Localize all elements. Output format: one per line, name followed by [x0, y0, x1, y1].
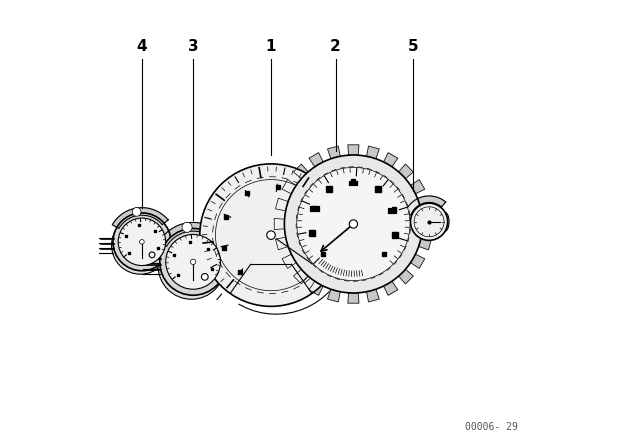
Polygon shape — [348, 145, 359, 155]
Polygon shape — [275, 237, 288, 250]
Text: 00006- 29: 00006- 29 — [465, 422, 518, 432]
Polygon shape — [405, 196, 445, 215]
Ellipse shape — [440, 212, 449, 232]
Circle shape — [160, 228, 227, 295]
Circle shape — [158, 233, 225, 299]
Text: 3: 3 — [188, 39, 198, 54]
Polygon shape — [419, 198, 431, 211]
Polygon shape — [294, 164, 308, 179]
Polygon shape — [367, 146, 380, 159]
Polygon shape — [367, 289, 380, 302]
Text: 5: 5 — [408, 39, 419, 54]
Text: 1: 1 — [266, 39, 276, 54]
Polygon shape — [422, 219, 433, 229]
Polygon shape — [309, 153, 323, 167]
Circle shape — [111, 216, 170, 274]
Polygon shape — [411, 180, 425, 194]
Polygon shape — [159, 223, 223, 246]
Polygon shape — [274, 219, 285, 229]
Polygon shape — [399, 269, 413, 284]
Circle shape — [140, 240, 144, 244]
Circle shape — [200, 164, 342, 306]
Wedge shape — [132, 207, 141, 216]
Polygon shape — [328, 289, 340, 302]
Polygon shape — [348, 293, 359, 303]
Circle shape — [284, 155, 422, 293]
Circle shape — [349, 220, 358, 228]
Circle shape — [297, 168, 410, 280]
Polygon shape — [383, 153, 398, 167]
Polygon shape — [419, 237, 431, 250]
Polygon shape — [309, 281, 323, 295]
Text: 2: 2 — [330, 39, 341, 54]
Polygon shape — [294, 269, 308, 284]
Circle shape — [267, 231, 275, 239]
Polygon shape — [411, 254, 425, 268]
Polygon shape — [328, 146, 340, 159]
Circle shape — [166, 234, 221, 289]
Polygon shape — [399, 164, 413, 179]
Polygon shape — [282, 254, 296, 268]
Polygon shape — [282, 180, 296, 194]
Circle shape — [410, 203, 447, 241]
Circle shape — [191, 259, 196, 264]
Text: 4: 4 — [136, 39, 147, 54]
Wedge shape — [182, 222, 192, 233]
Polygon shape — [275, 198, 288, 211]
Polygon shape — [113, 208, 168, 228]
Circle shape — [113, 213, 171, 271]
Circle shape — [202, 274, 208, 280]
Circle shape — [149, 252, 155, 258]
Circle shape — [118, 218, 166, 266]
Polygon shape — [383, 281, 398, 295]
